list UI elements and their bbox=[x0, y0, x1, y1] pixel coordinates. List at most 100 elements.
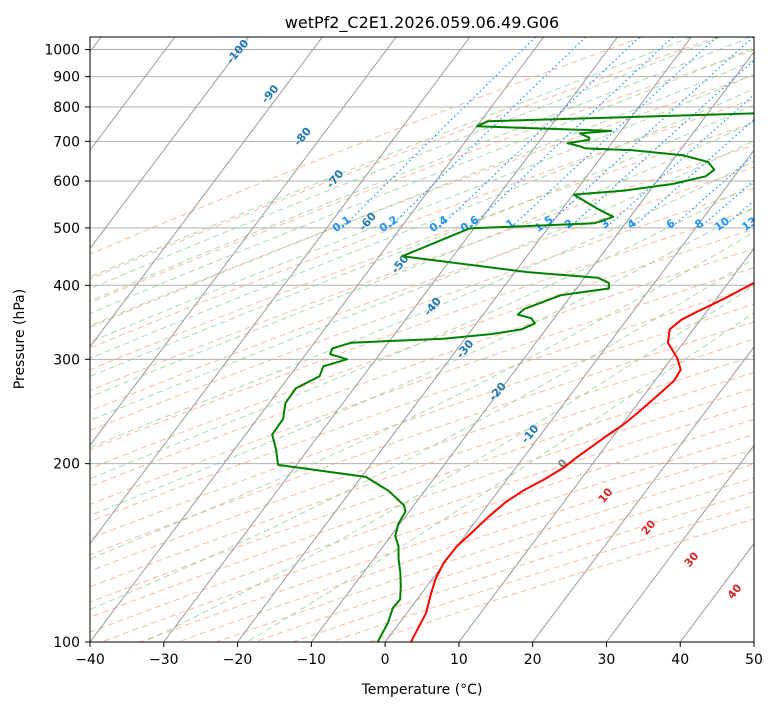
x-tick-label: −40 bbox=[75, 652, 105, 668]
background-lines bbox=[90, 37, 754, 642]
mixing-ratio-line bbox=[699, 179, 754, 229]
isotherm-line bbox=[458, 247, 754, 642]
chart-title: wetPf2_C2E1.2026.059.06.49.G06 bbox=[285, 13, 559, 33]
isotherm-line bbox=[90, 37, 471, 545]
moist-adiabat-line bbox=[143, 284, 754, 642]
dry-adiabat-line bbox=[90, 321, 754, 556]
x-tick-label: −30 bbox=[149, 652, 179, 668]
isotherm-line bbox=[90, 37, 545, 642]
dewpoint-profile-line bbox=[271, 112, 754, 642]
mixing-ratio-line bbox=[341, 37, 536, 229]
warm-isotherm-label: 20 bbox=[639, 517, 659, 537]
warm-isotherm-label: 10 bbox=[596, 485, 616, 505]
dry-adiabat-line bbox=[90, 166, 754, 412]
dry-adiabat-line bbox=[90, 248, 754, 488]
warm-isotherm-label: 30 bbox=[682, 549, 702, 569]
mixing-ratio-line bbox=[631, 118, 754, 229]
isotherm-label: -100 bbox=[224, 37, 252, 67]
y-tick-label: 500 bbox=[53, 221, 80, 237]
mixing-ratio-line bbox=[749, 223, 754, 229]
dry-adiabat-line bbox=[292, 491, 754, 642]
dry-adiabat-line bbox=[90, 267, 754, 505]
mixing-ratio-line bbox=[510, 37, 718, 229]
dry-adiabat-line bbox=[90, 355, 754, 588]
dry-adiabat-line bbox=[90, 187, 754, 432]
moist-adiabat-line bbox=[90, 160, 754, 448]
mixing-ratio-label: 16 bbox=[762, 214, 775, 234]
x-tick-label: 0 bbox=[381, 652, 390, 668]
x-tick-label: −10 bbox=[297, 652, 327, 668]
x-tick-label: 10 bbox=[450, 652, 468, 668]
moist-adiabat-line bbox=[90, 182, 754, 480]
moist-adiabat-line bbox=[246, 312, 754, 642]
mixing-ratio-line bbox=[438, 37, 641, 229]
moist-adiabat-line bbox=[90, 140, 754, 421]
y-tick-label: 700 bbox=[53, 134, 80, 150]
isotherm-label: -30 bbox=[454, 337, 477, 361]
mixing-ratio-line bbox=[604, 94, 754, 229]
x-axis-label: Temperature (°C) bbox=[361, 682, 483, 698]
dry-adiabat-line bbox=[90, 208, 754, 451]
moist-adiabat-line bbox=[90, 104, 754, 378]
temperature-profile-line bbox=[410, 281, 754, 642]
x-axis-ticks: −40 −30 −20 −10 0 10 20 30 40 50 bbox=[75, 642, 763, 668]
isotherm-line bbox=[384, 149, 754, 642]
dry-adiabat-line bbox=[254, 477, 754, 642]
y-tick-label: 300 bbox=[53, 352, 80, 368]
dry-adiabat-line bbox=[139, 433, 754, 642]
dry-adiabat-line bbox=[90, 98, 754, 349]
mixing-ratio-label: 0.4 bbox=[427, 213, 451, 235]
dry-adiabat-line bbox=[90, 37, 718, 280]
dry-adiabat-line bbox=[101, 418, 754, 642]
isotherm-line bbox=[753, 641, 754, 642]
moist-adiabat-line bbox=[90, 73, 754, 343]
moist-adiabat-line bbox=[90, 60, 754, 328]
x-tick-label: 30 bbox=[598, 652, 616, 668]
x-tick-label: 40 bbox=[671, 652, 689, 668]
isotherm-label: -40 bbox=[421, 295, 444, 319]
x-tick-label: 50 bbox=[745, 652, 763, 668]
dry-adiabat-line bbox=[90, 122, 754, 371]
isotherm-label: -80 bbox=[291, 125, 314, 149]
moist-adiabat-line bbox=[90, 231, 754, 560]
x-tick-label: 20 bbox=[524, 652, 542, 668]
y-tick-label: 400 bbox=[53, 278, 80, 294]
y-axis-label: Pressure (hPa) bbox=[12, 289, 28, 389]
moist-adiabat-line bbox=[90, 47, 754, 315]
dry-adiabat-line bbox=[216, 463, 754, 642]
isotherm-line bbox=[163, 37, 618, 642]
y-tick-label: 200 bbox=[53, 457, 80, 473]
mixing-ratio-line bbox=[469, 37, 674, 229]
y-tick-label: 100 bbox=[53, 635, 80, 651]
dry-adiabat-line bbox=[90, 228, 754, 470]
moist-adiabat-line bbox=[90, 88, 754, 359]
dry-adiabat-line bbox=[90, 285, 754, 523]
moist-adiabat-line bbox=[90, 37, 721, 290]
moist-adiabat-line bbox=[90, 257, 754, 611]
isotherm-label: -50 bbox=[389, 252, 412, 276]
y-tick-label: 600 bbox=[53, 174, 80, 190]
moist-adiabat-line bbox=[90, 37, 751, 302]
y-tick-label: 900 bbox=[53, 70, 80, 86]
dry-adiabat-line bbox=[90, 74, 754, 327]
dry-adiabat-line bbox=[90, 371, 754, 603]
moist-adiabat-line bbox=[90, 37, 692, 278]
isotherm-line bbox=[90, 37, 397, 447]
isotherm-line bbox=[532, 346, 754, 642]
isotherm-line bbox=[679, 542, 754, 642]
mixing-ratio-label: 0.1 bbox=[330, 213, 353, 235]
isotherm-line bbox=[90, 37, 323, 348]
dry-adiabat-line bbox=[90, 338, 754, 572]
moist-adiabat-line bbox=[90, 121, 754, 398]
dry-adiabat-line bbox=[90, 303, 754, 540]
dry-adiabat-line bbox=[90, 49, 754, 304]
mixing-ratio-label: 0.2 bbox=[377, 213, 400, 235]
mixing-ratio-label: 13 bbox=[739, 214, 759, 233]
isotherm-line bbox=[237, 37, 692, 642]
isotherm-label: -90 bbox=[259, 82, 282, 106]
y-tick-label: 800 bbox=[53, 100, 80, 116]
y-tick-label: 1000 bbox=[44, 43, 80, 59]
mixing-ratio-line bbox=[388, 37, 587, 229]
isotherm-label: -70 bbox=[324, 167, 347, 191]
